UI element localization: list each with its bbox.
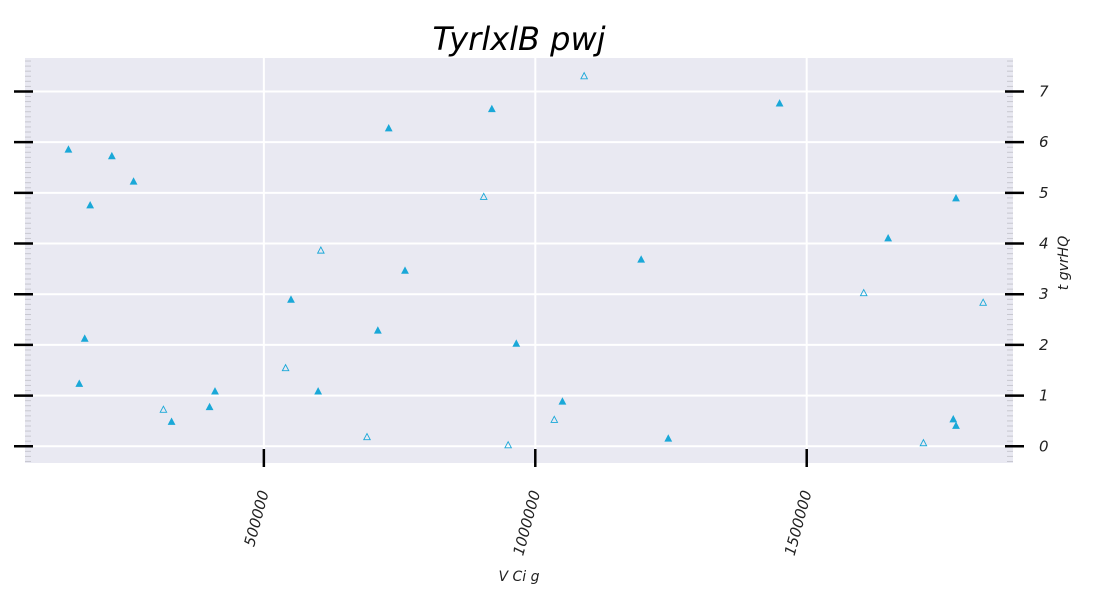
data-point-filled [775, 99, 784, 107]
data-point-filled [373, 326, 382, 334]
data-point-filled [211, 387, 219, 395]
data-point-open [479, 192, 488, 200]
minor-ticks [25, 60, 1013, 462]
data-point-open [363, 432, 371, 441]
data-point-open [504, 440, 513, 449]
data-point-filled [287, 295, 295, 303]
data-point-filled [487, 104, 496, 113]
data-point-filled [637, 255, 646, 263]
data-point-filled [512, 339, 521, 347]
data-point-filled [107, 151, 116, 160]
data-point-filled [75, 379, 84, 387]
data-point-filled [884, 233, 893, 242]
y-tick-label: 0 [1039, 437, 1049, 455]
data-point-open [859, 288, 868, 297]
data-point-filled [952, 193, 960, 202]
data-point-open [281, 363, 290, 372]
y-axis-label: t gvrHQ [1056, 236, 1072, 290]
y-tick-label: 6 [1039, 133, 1049, 151]
chart-title: TyrlxlB pwj [432, 20, 605, 58]
data-point-filled [949, 414, 958, 423]
data-point-filled [384, 124, 393, 132]
plot-area [25, 58, 1013, 463]
x-tick-label: 1500000 [781, 488, 816, 557]
data-point-open [919, 438, 928, 447]
data-point-filled [86, 201, 95, 209]
data-point-open [550, 415, 559, 423]
data-point-filled [558, 397, 567, 405]
y-tick-label: 7 [1039, 82, 1049, 100]
data-point-open [979, 298, 988, 306]
grid-lines [25, 58, 1013, 463]
data-point-filled [401, 266, 409, 274]
data-point-filled [205, 402, 214, 411]
y-tick-label: 5 [1039, 184, 1049, 202]
y-tick-label: 2 [1039, 336, 1049, 354]
y-axis-ticks: 0 1 2 3 4 5 6 7 [14, 82, 1049, 455]
y-tick-label: 4 [1039, 235, 1049, 253]
data-point-filled [167, 417, 176, 425]
data-point-filled [80, 334, 89, 342]
data-point-open [159, 405, 168, 413]
x-tick-label: 500000 [241, 488, 273, 548]
data-point-filled [314, 387, 323, 395]
data-point-filled [952, 421, 960, 429]
data-point-filled [664, 434, 673, 442]
y-tick-label: 1 [1039, 387, 1049, 405]
x-tick-label: 1000000 [509, 488, 544, 557]
data-point-open [580, 71, 589, 80]
x-axis-label: V Ci g [498, 569, 539, 585]
data-points [64, 71, 988, 449]
y-tick-label: 3 [1039, 285, 1049, 303]
x-axis-ticks: 500000 1000000 1500000 [241, 449, 816, 558]
data-point-filled [64, 145, 73, 153]
data-point-filled [129, 177, 138, 185]
data-point-open [316, 246, 325, 254]
